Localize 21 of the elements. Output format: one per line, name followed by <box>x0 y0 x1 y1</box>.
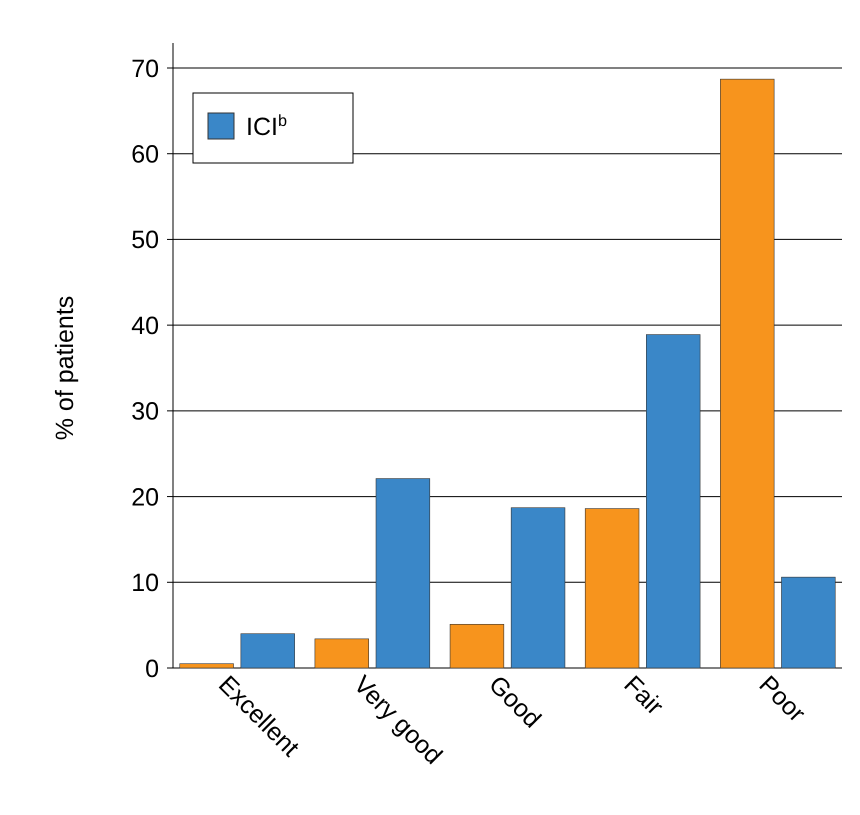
y-tick-label: 50 <box>131 226 159 254</box>
bar <box>584 508 640 668</box>
bar <box>240 633 295 668</box>
y-tick-label: 60 <box>131 140 159 168</box>
bar <box>450 624 504 668</box>
x-tick-label: Fair <box>618 670 669 721</box>
bar <box>179 663 234 668</box>
legend-label: ICI$^{b}$ <box>246 112 287 141</box>
y-tick-label: 30 <box>131 398 159 426</box>
y-tick-label: 20 <box>131 483 159 512</box>
y-tick-label: 70 <box>131 54 159 83</box>
y-tick-label: 10 <box>131 569 159 598</box>
bar <box>646 334 700 668</box>
y-tick-label: 40 <box>131 312 159 340</box>
bar <box>314 638 369 668</box>
y-axis-title: % of patients <box>51 296 79 440</box>
bar <box>720 78 774 668</box>
bar <box>376 478 430 668</box>
bar <box>781 576 836 668</box>
y-tick-label: 0 <box>145 654 159 683</box>
bar <box>510 507 566 668</box>
